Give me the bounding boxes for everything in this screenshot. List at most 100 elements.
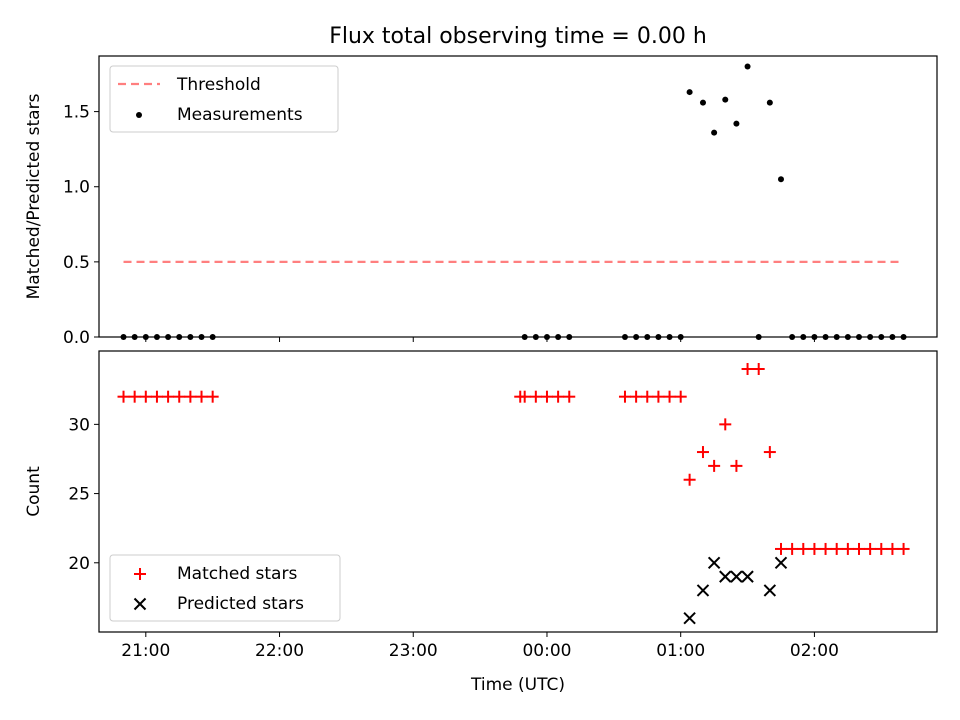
x-tick-label: 02:00: [790, 641, 839, 661]
matched-star-point: [150, 390, 163, 403]
predicted-star-point: [696, 584, 710, 597]
matched-star-point: [841, 542, 854, 555]
measurement-point: [621, 334, 628, 340]
measurement-point: [153, 334, 160, 340]
measurement-point: [800, 334, 807, 340]
measurement-point: [521, 334, 528, 340]
matched-star-point: [563, 390, 576, 403]
measurement-point: [532, 334, 539, 340]
legend-predicted-swatch: [133, 597, 147, 611]
measurement-point: [142, 334, 149, 340]
measurement-point: [677, 334, 684, 340]
predicted-star-point: [763, 584, 777, 597]
y-tick-label: 1.0: [63, 178, 90, 198]
measurement-point: [120, 334, 127, 340]
legend-top: Threshold Measurements: [109, 65, 339, 133]
matched-star-point: [852, 542, 865, 555]
measurement-point: [131, 334, 138, 340]
axes-frame: [98, 55, 938, 338]
matched-star-point: [830, 542, 843, 555]
y-tick-label: 30: [68, 415, 90, 435]
measurement-point: [666, 334, 673, 340]
matched-star-point: [683, 473, 696, 486]
measurement-point: [543, 334, 550, 340]
y-tick-label: 0.5: [63, 253, 90, 273]
matched-star-point: [206, 390, 219, 403]
matched-star-point: [195, 390, 208, 403]
matched-star-point: [730, 459, 743, 472]
measurement-point: [176, 334, 183, 340]
matched-star-point: [763, 446, 776, 459]
matched-star-point: [875, 542, 888, 555]
matched-star-point: [752, 362, 765, 375]
predicted-star-point: [730, 570, 743, 583]
legend-predicted-label: Predicted stars: [177, 594, 304, 614]
legend-measurement-label: Measurements: [177, 105, 303, 125]
legend-box: [109, 65, 339, 133]
legend-threshold-label: Threshold: [176, 75, 261, 95]
legend-box: [109, 554, 341, 622]
matched-star-point: [786, 542, 799, 555]
y-tick-label: 25: [68, 485, 90, 505]
matched-star-point: [117, 390, 130, 403]
x-tick-label: 22:00: [255, 641, 304, 661]
matched-star-point: [674, 390, 687, 403]
x-axis-label: Time (UTC): [470, 675, 565, 695]
matched-star-point: [774, 542, 787, 555]
predicted-star-point: [707, 556, 721, 569]
measurement-point: [722, 96, 729, 103]
legend-bottom: Matched stars Predicted stars: [109, 554, 341, 622]
matched-star-point: [808, 542, 821, 555]
predicted-star-point: [719, 570, 732, 583]
measurement-point: [900, 334, 907, 340]
matched-star-point: [819, 542, 832, 555]
matched-star-point: [696, 446, 709, 459]
chart-title: Flux total observing time = 0.00 h: [329, 24, 707, 49]
measurement-point: [655, 334, 662, 340]
matched-star-point: [540, 390, 553, 403]
measurement-point: [555, 334, 562, 340]
y-axis-label: Count: [24, 466, 44, 517]
measurement-point: [566, 334, 573, 340]
y-tick-label: 0.0: [63, 328, 90, 348]
top-axes: 0.0 0.5 1.0 1.5 Matched/Predicted stars Thres…: [24, 55, 938, 348]
measurement-point: [699, 99, 706, 106]
x-tick-label: 21:00: [121, 641, 170, 661]
matched-star-point: [630, 390, 643, 403]
measurement-point: [686, 89, 693, 96]
matched-star-point: [864, 542, 877, 555]
measurement-point: [711, 129, 718, 136]
measurement-point: [889, 334, 896, 340]
matched-star-point: [139, 390, 152, 403]
matched-star-point: [618, 390, 631, 403]
matched-star-point: [518, 390, 531, 403]
x-tick-label: 00:00: [522, 641, 571, 661]
measurement-point: [744, 63, 751, 70]
y-tick-label: 20: [68, 554, 90, 574]
measurement-point: [733, 120, 740, 127]
matched-star-point: [741, 362, 754, 375]
matched-star-point: [708, 459, 721, 472]
measurement-point: [644, 334, 651, 340]
matched-star-point: [797, 542, 810, 555]
legend-measurement-swatch: [136, 112, 142, 118]
measurement-point: [878, 334, 885, 340]
matched-star-point: [663, 390, 676, 403]
measurement-point: [633, 334, 640, 340]
axes-frame: [98, 350, 938, 633]
legend-matched-label: Matched stars: [177, 564, 297, 584]
measurement-point: [855, 334, 862, 340]
measurement-point: [209, 334, 216, 340]
matched-star-point: [552, 390, 565, 403]
predicted-star-point: [741, 570, 754, 583]
measurement-point: [187, 334, 194, 340]
measurement-point: [198, 334, 205, 340]
matched-star-point: [162, 390, 175, 403]
measurement-point: [766, 99, 773, 106]
matched-star-point: [128, 390, 141, 403]
x-tick-label: 23:00: [389, 641, 438, 661]
legend-matched-swatch: [134, 568, 146, 580]
matched-star-point: [184, 390, 197, 403]
y-axis-label: Matched/Predicted stars: [24, 93, 44, 299]
